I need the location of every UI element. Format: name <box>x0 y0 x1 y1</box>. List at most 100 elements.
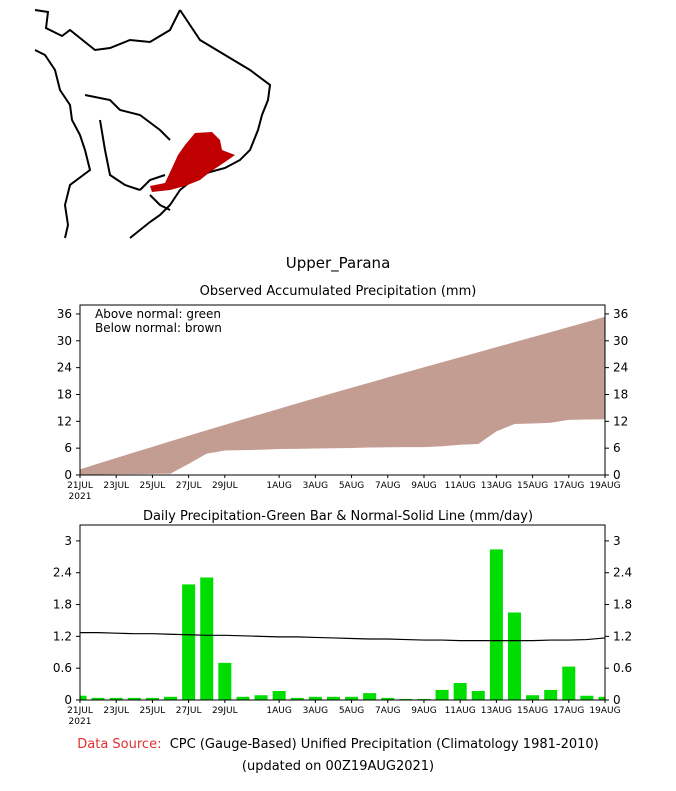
y-tick-label-right: 3 <box>613 534 621 548</box>
x-tick-label: 21JUL <box>67 706 93 716</box>
x-tick-label: 29JUL <box>212 706 238 716</box>
x-tick-label: 15AUG <box>517 706 548 716</box>
x-tick-label: 5AUG <box>339 481 364 491</box>
y-tick-label: 36 <box>57 307 72 321</box>
y-tick-label: 6 <box>64 441 72 455</box>
precip-bar <box>507 612 521 700</box>
precip-bar <box>80 695 87 700</box>
y-tick-label-right: 24 <box>613 361 628 375</box>
upper-parana-region <box>150 132 235 192</box>
year-label: 2021 <box>69 492 92 502</box>
precip-bar <box>363 693 377 700</box>
y-tick-label: 0.6 <box>53 661 72 675</box>
year-label: 2021 <box>69 717 92 725</box>
x-tick-label: 19AUG <box>589 706 620 716</box>
accumulated-chart-title: Observed Accumulated Precipitation (mm) <box>199 284 477 299</box>
precip-bar <box>489 549 503 700</box>
precip-bar <box>145 697 159 700</box>
data-source: Data Source: CPC (Gauge-Based) Unified P… <box>0 737 676 752</box>
south-america-outline <box>34 9 272 239</box>
y-tick-label: 1.2 <box>53 629 72 643</box>
x-tick-label: 9AUG <box>411 706 436 716</box>
x-tick-label: 3AUG <box>303 481 328 491</box>
y-tick-label-right: 18 <box>613 387 628 401</box>
y-tick-label-right: 6 <box>613 441 621 455</box>
x-tick-label: 27JUL <box>176 481 202 491</box>
x-tick-label: 3AUG <box>303 706 328 716</box>
x-tick-label: 17AUG <box>553 481 584 491</box>
x-tick-label: 13AUG <box>481 481 512 491</box>
precip-bar <box>544 689 558 700</box>
plot-frame <box>79 304 606 476</box>
x-tick-label: 7AUG <box>375 706 400 716</box>
precip-bar <box>200 577 214 700</box>
updated-text: (updated on 00Z19AUG2021) <box>241 759 435 774</box>
below-normal-area <box>80 316 605 475</box>
precip-bar <box>435 689 449 700</box>
daily-chart: 0 0 0.6 0.6 1.2 1.2 1.8 1.8 2.4 2.4 3 3 21JUL 23JUL 25… <box>53 524 632 725</box>
source-label: Data Source: <box>77 737 162 752</box>
y-tick-label: 2.4 <box>53 566 72 580</box>
region-map <box>34 9 272 239</box>
source-text: CPC (Gauge-Based) Unified Precipitation … <box>169 737 599 752</box>
precip-bar <box>417 698 431 700</box>
daily-chart-title: Daily Precipitation-Green Bar & Normal-S… <box>142 509 534 524</box>
x-tick-label: 23JUL <box>103 706 129 716</box>
precip-bar <box>272 690 286 700</box>
y-tick-label: 0 <box>64 693 72 707</box>
precip-bar <box>345 696 359 700</box>
y-tick-label-right: 0 <box>613 693 621 707</box>
precip-bar <box>218 662 232 700</box>
y-tick-label: 18 <box>57 387 72 401</box>
x-tick-label: 1AUG <box>266 481 291 491</box>
precip-bar <box>182 584 196 700</box>
x-tick-label: 13AUG <box>481 706 512 716</box>
precip-bar <box>164 696 178 700</box>
x-tick-label: 17AUG <box>553 706 584 716</box>
precip-bar <box>236 696 250 700</box>
y-tick-label-right: 12 <box>613 414 628 428</box>
precip-bar <box>381 697 395 700</box>
x-tick-label: 27JUL <box>176 706 202 716</box>
x-tick-label: 19AUG <box>589 481 620 491</box>
x-tick-label: 7AUG <box>375 481 400 491</box>
y-tick-label-right: 0 <box>613 468 621 482</box>
country-borders <box>84 94 171 211</box>
region-title: Upper_Parana <box>285 254 391 272</box>
y-tick-label: 12 <box>57 414 72 428</box>
y-tick-label-right: 1.2 <box>613 629 632 643</box>
y-tick-label: 1.8 <box>53 598 72 612</box>
legend-entry: Below normal: brown <box>95 321 222 335</box>
precip-bar <box>580 695 594 700</box>
y-tick-label-right: 30 <box>613 334 628 348</box>
precip-bar <box>526 695 540 700</box>
x-tick-label: 11AUG <box>445 706 476 716</box>
precip-bar <box>598 696 605 700</box>
precip-bar <box>290 697 304 700</box>
precip-bar <box>91 697 105 700</box>
x-tick-label: 9AUG <box>411 481 436 491</box>
legend-entry: Above normal: green <box>95 307 221 321</box>
plot-frame <box>79 524 606 701</box>
y-tick-label: 3 <box>64 534 72 548</box>
x-tick-label: 15AUG <box>517 481 548 491</box>
x-tick-label: 29JUL <box>212 481 238 491</box>
x-tick-label: 21JUL <box>67 481 93 491</box>
y-tick-label-right: 36 <box>613 307 628 321</box>
x-tick-label: 25JUL <box>140 481 166 491</box>
x-tick-label: 23JUL <box>103 481 129 491</box>
precip-bar <box>562 666 576 700</box>
precip-bar <box>127 697 141 700</box>
precip-bar <box>109 697 123 700</box>
y-tick-label-right: 0.6 <box>613 661 632 675</box>
precip-bar <box>254 695 268 700</box>
y-tick-label: 30 <box>57 334 72 348</box>
precip-bar <box>453 683 467 700</box>
precip-bar <box>308 696 322 700</box>
x-tick-label: 1AUG <box>266 706 291 716</box>
x-tick-label: 11AUG <box>445 481 476 491</box>
precip-bar <box>399 698 413 700</box>
y-tick-label: 0 <box>64 468 72 482</box>
y-tick-label: 24 <box>57 361 72 375</box>
y-tick-label-right: 1.8 <box>613 598 632 612</box>
